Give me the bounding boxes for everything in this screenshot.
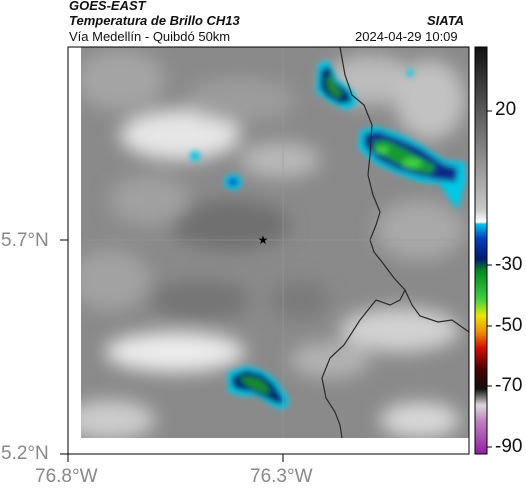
product-title: GOES-EAST <box>69 0 146 13</box>
product-subtitle: Temperatura de Brillo CH13 <box>69 13 240 28</box>
brightness-temperature-field <box>81 47 469 438</box>
agency-label: SIATA <box>427 13 465 28</box>
lon-tick-label: 76.3°W <box>250 466 313 487</box>
colorbar-tick-label: -30 <box>495 254 523 275</box>
colorbar-icon <box>474 46 488 455</box>
location-label: Vía Medellín - Quibdó 50km <box>69 29 231 44</box>
convective-cell-south <box>228 366 290 410</box>
colorbar-tick-label: 20 <box>495 99 517 120</box>
lat-tick-label: 5.7°N <box>1 230 49 251</box>
timestamp-label: 2024-04-29 10:09 <box>355 29 458 44</box>
lat-tick-label: 5.2°N <box>1 443 49 464</box>
colorbar-tick-label: -70 <box>495 375 523 396</box>
map-frame <box>67 46 470 455</box>
boundary-line <box>339 47 469 333</box>
convective-cell-small <box>190 69 413 190</box>
colorbar-tick-label: -90 <box>495 436 523 457</box>
lon-tick-label: 76.8°W <box>35 466 98 487</box>
convective-cell-north <box>316 60 358 110</box>
boundary-line <box>321 299 377 438</box>
colorbar-tick-label: -50 <box>495 315 523 336</box>
location-marker-icon: ★ <box>258 233 269 247</box>
boundary-line <box>375 289 406 306</box>
convective-cell-east <box>358 126 466 210</box>
